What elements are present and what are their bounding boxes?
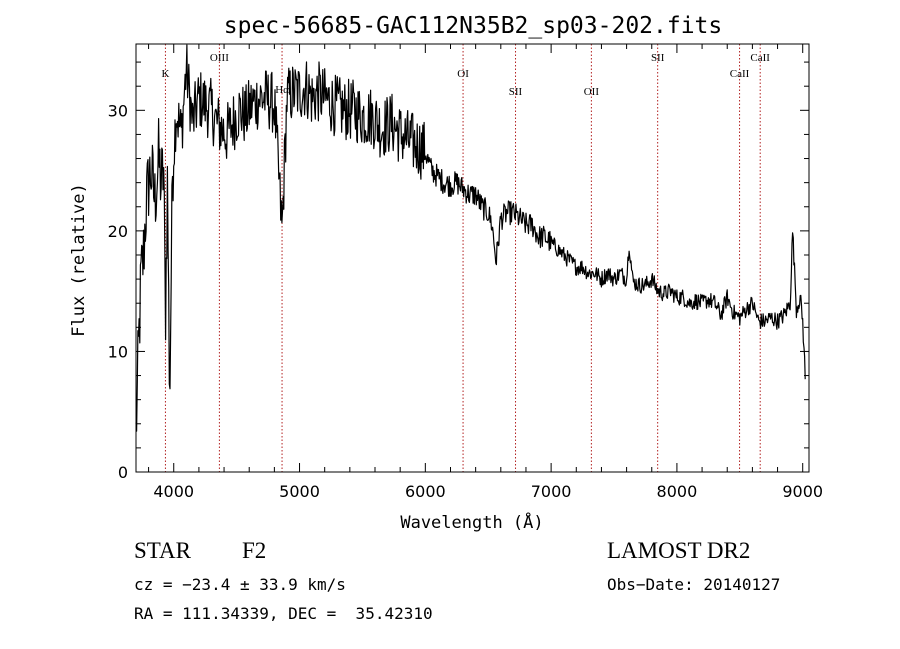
y-tick-label: 20	[108, 222, 128, 241]
survey-label: LAMOST DR2	[607, 538, 751, 563]
line-marker-label: Hα	[275, 84, 289, 96]
line-marker-label: CaII	[730, 68, 750, 80]
x-axis: 4000 5000 6000 7000 8000 9000	[148, 44, 823, 501]
x-tick-label: 6000	[405, 482, 446, 501]
line-marker-label: OI	[457, 68, 469, 80]
obs-date: Obs−Date: 20140127	[607, 575, 781, 594]
line-marker-label: SII	[651, 52, 665, 64]
spectrum-line	[135, 44, 806, 432]
x-axis-label: Wavelength (Å)	[400, 511, 543, 533]
line-marker-label: OIII	[210, 52, 229, 64]
y-tick-label: 30	[108, 101, 128, 120]
x-tick-label: 4000	[153, 482, 194, 501]
line-marker-label: OII	[584, 86, 600, 98]
x-tick-label: 8000	[657, 482, 698, 501]
x-tick-label: 7000	[531, 482, 572, 501]
line-marker-label: CaII	[750, 52, 770, 64]
x-tick-label: 5000	[279, 482, 320, 501]
object-subclass: F2	[242, 538, 267, 563]
redshift-value: cz = −23.4 ± 33.9 km/s	[134, 575, 346, 594]
chart-title: spec-56685-GAC112N35B2_sp03-202.fits	[224, 13, 723, 39]
coordinates: RA = 111.34339, DEC = 35.42310	[134, 604, 433, 623]
x-tick-label: 9000	[782, 482, 823, 501]
line-marker-label: K	[161, 68, 169, 80]
y-tick-label: 10	[108, 342, 128, 361]
y-tick-label: 0	[118, 463, 128, 482]
y-axis-label: Flux (relative)	[69, 183, 89, 337]
object-class: STAR	[134, 538, 191, 563]
line-marker-label: SII	[509, 86, 523, 98]
y-axis: 0 10 20 30	[108, 61, 809, 482]
plot-frame	[135, 43, 810, 473]
